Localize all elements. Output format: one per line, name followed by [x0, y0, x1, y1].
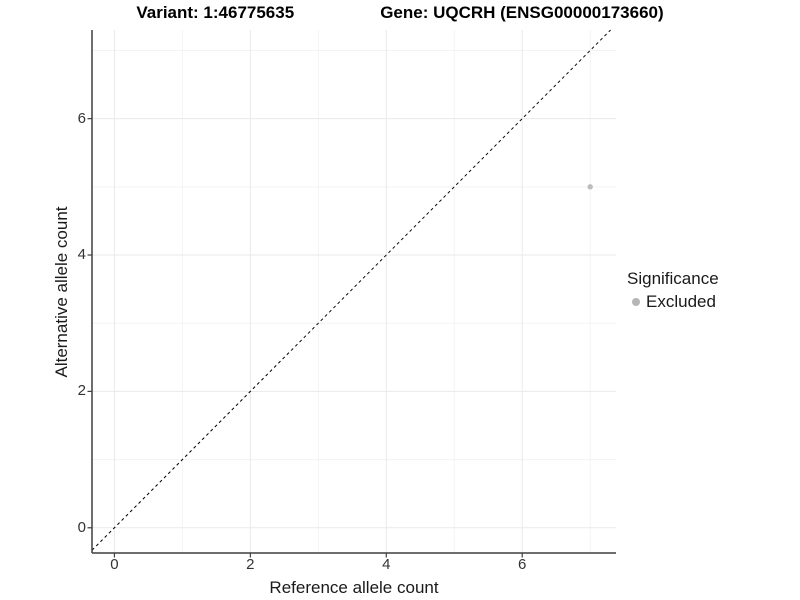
title-gene: Gene: UQCRH (ENSG00000173660) — [380, 3, 664, 22]
y-tick-label: 6 — [77, 109, 86, 127]
x-tick-label: 0 — [110, 556, 119, 573]
legend-item-excluded: Excluded — [632, 292, 719, 312]
y-tick-label: 4 — [77, 246, 86, 264]
data-point — [587, 184, 593, 190]
legend-key-circle-icon — [632, 298, 640, 306]
y-tick-label: 0 — [77, 518, 86, 536]
x-axis-label: Reference allele count — [269, 578, 439, 597]
x-tick-label: 4 — [382, 556, 391, 573]
title-variant: Variant: 1:46775635 — [136, 3, 295, 22]
x-tick-label: 2 — [246, 556, 255, 573]
y-tick-label: 2 — [77, 382, 86, 400]
plot-title: Variant: 1:46775635 Gene: UQCRH (ENSG000… — [0, 3, 800, 23]
legend: Significance Excluded — [627, 269, 719, 312]
identity-line — [91, 29, 611, 551]
legend-item-label: Excluded — [646, 292, 716, 311]
legend-title: Significance — [627, 269, 719, 288]
y-axis-label: Alternative allele count — [52, 206, 71, 378]
x-tick-label: 6 — [518, 556, 527, 573]
